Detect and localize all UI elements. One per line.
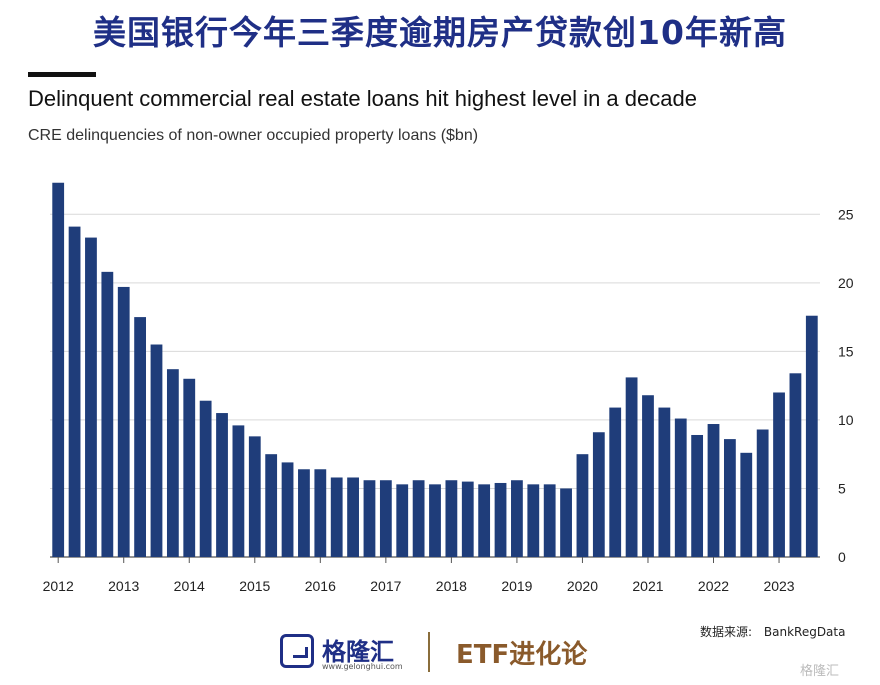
source-note: 数据来源: BankRegData: [700, 623, 845, 640]
bar: [216, 413, 228, 557]
bar: [117, 286, 130, 557]
bar: [756, 429, 769, 557]
y-tick-label: 15: [838, 343, 854, 359]
bar: [68, 226, 81, 558]
y-tick-label: 25: [838, 206, 854, 222]
bar: [150, 344, 163, 557]
y-tick-label: 20: [838, 275, 854, 291]
x-tick-label: 2013: [108, 578, 139, 594]
bar: [642, 395, 654, 557]
x-tick-label: 2015: [239, 578, 270, 594]
bar: [592, 432, 605, 557]
bar: [379, 480, 392, 557]
bar: [560, 488, 572, 557]
bar: [298, 469, 310, 557]
bar: [232, 425, 245, 557]
bar: [576, 454, 589, 557]
bar: [347, 477, 359, 557]
bar: [723, 439, 736, 557]
bar: [183, 378, 196, 557]
bar: [429, 484, 441, 557]
footer-branding: 格隆汇 www.gelonghui.com ETF进化论: [0, 622, 880, 682]
y-axis-ticks: 0 5 10 15 20 25: [838, 206, 854, 565]
bars: [52, 182, 818, 558]
bar: [805, 315, 818, 557]
bar: [396, 484, 409, 557]
bar: [314, 469, 327, 557]
bar: [527, 484, 540, 557]
bar: [166, 369, 179, 557]
watermark: 格隆汇: [800, 664, 840, 679]
bar: [740, 452, 753, 557]
x-tick-label: 2012: [43, 578, 74, 594]
x-tick-label: 2016: [305, 578, 336, 594]
bar: [773, 392, 785, 557]
y-tick-label: 10: [838, 412, 854, 428]
bar: [494, 482, 507, 557]
bar: [625, 377, 638, 557]
bar: [511, 480, 523, 557]
chart-subtitle: CRE delinquencies of non-owner occupied …: [28, 127, 479, 144]
bar: [52, 182, 65, 557]
bar: [363, 480, 376, 557]
bar: [248, 436, 261, 557]
bar: [478, 484, 491, 557]
x-tick-label: 2017: [370, 578, 401, 594]
source-label: 数据来源:: [700, 625, 753, 639]
logo-name: 格隆汇: [322, 638, 394, 666]
chart-title: Delinquent commercial real estate loans …: [28, 86, 697, 111]
x-tick-label: 2018: [436, 578, 467, 594]
bar: [330, 477, 343, 557]
bar: [609, 407, 622, 557]
bar: [412, 480, 425, 557]
bar: [691, 434, 704, 557]
bar: [101, 271, 114, 557]
bar: [658, 407, 671, 557]
x-tick-label: 2014: [174, 578, 205, 594]
x-axis-ticks: 2012 2013 2014 2015 2016 2017 2018 2019 2020 2021…: [43, 557, 795, 594]
bar: [461, 481, 474, 557]
bar: [281, 462, 294, 557]
x-tick-label: 2023: [763, 578, 794, 594]
footer-divider: [428, 632, 430, 672]
x-tick-label: 2021: [632, 578, 663, 594]
bar: [674, 418, 687, 557]
bar: [134, 317, 147, 557]
banner-title: 美国银行今年三季度逾期房产贷款创10年新高: [93, 13, 787, 52]
bar: [85, 237, 97, 557]
gelonghui-logo-icon: [280, 634, 314, 668]
bar: [543, 484, 556, 557]
bar: [265, 454, 278, 557]
title-rule: [28, 72, 96, 77]
x-tick-label: 2019: [501, 578, 532, 594]
source-value: BankRegData: [763, 625, 846, 639]
logo-url: www.gelonghui.com: [322, 662, 403, 671]
y-tick-label: 0: [838, 549, 846, 565]
bar: [199, 400, 212, 557]
partner-name: ETF进化论: [456, 640, 588, 670]
x-tick-label: 2022: [698, 578, 729, 594]
bar: [789, 373, 802, 557]
bar: [445, 480, 458, 557]
x-tick-label: 2020: [567, 578, 598, 594]
bar: [707, 424, 720, 557]
y-tick-label: 5: [838, 480, 846, 496]
